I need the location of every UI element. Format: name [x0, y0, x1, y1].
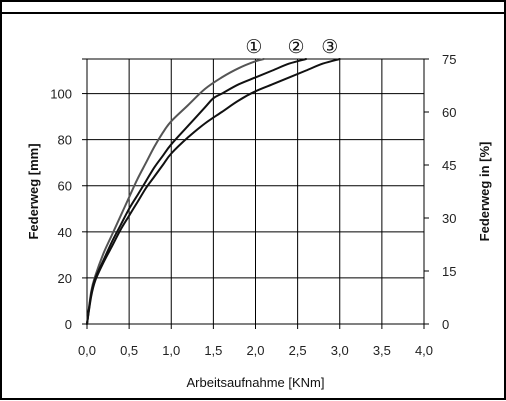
y2-tick-label: 75: [442, 52, 456, 67]
series-line-1: [86, 58, 265, 325]
y-tick-label: 40: [58, 225, 72, 240]
tick-labels: 0,0 0,5 1,0 1,5 2,0 2,5 3,0 3,5 4,0 0 20 40 60 80 100 0…: [50, 52, 456, 358]
y-axis-title: Federweg [mm]: [26, 143, 41, 239]
x-tick-label: 0,5: [120, 343, 138, 358]
y-tick-label: 100: [50, 87, 72, 102]
y-tick-label: 60: [58, 179, 72, 194]
x-tick-label: 3,0: [331, 343, 349, 358]
x-tick-label: 3,5: [373, 343, 391, 358]
y2-tick-label: 45: [442, 158, 456, 173]
series-marker-2: ②: [288, 37, 305, 58]
x-tick-label: 2,5: [289, 343, 307, 358]
x-tick-label: 0,0: [78, 343, 96, 358]
y-tick-label: 0: [65, 317, 72, 332]
x-axis-title: Arbeitsaufnahme [KNm]: [186, 375, 324, 390]
series-layer: [86, 58, 341, 325]
y2-tick-label: 30: [442, 211, 456, 226]
grid: [82, 58, 429, 329]
series-marker-1: ①: [245, 37, 262, 58]
y2-tick-label: 15: [442, 264, 456, 279]
x-tick-label: 1,5: [204, 343, 222, 358]
series-marker-3: ③: [321, 37, 338, 58]
plot-area: [86, 58, 425, 325]
x-tick-label: 1,0: [162, 343, 180, 358]
series-line-3: [86, 58, 341, 325]
x-tick-label: 4,0: [415, 343, 433, 358]
y-tick-label: 80: [58, 133, 72, 148]
y2-axis-title: Federweg in [%]: [477, 142, 492, 242]
series-line-2: [86, 58, 308, 325]
y-tick-label: 20: [58, 271, 72, 286]
y2-tick-label: 0: [442, 317, 449, 332]
y2-tick-label: 60: [442, 105, 456, 120]
x-tick-label: 2,0: [246, 343, 264, 358]
